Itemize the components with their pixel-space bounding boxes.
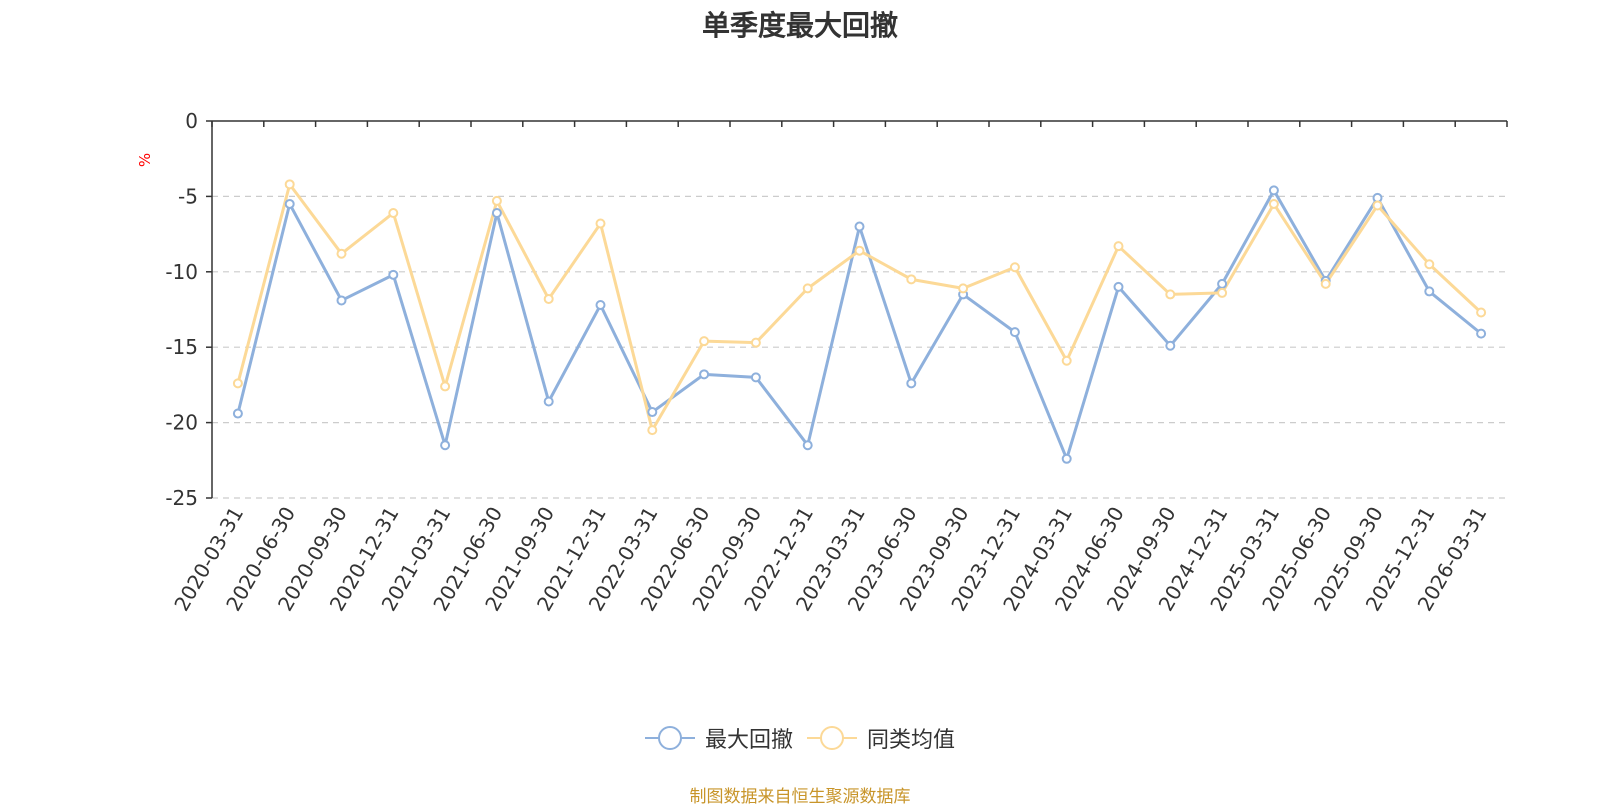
y-tick-label: -25 — [165, 486, 198, 510]
series-1-point — [647, 407, 658, 418]
series-1-point — [284, 198, 295, 209]
series-1-point — [595, 299, 606, 310]
series-2-point — [802, 283, 813, 294]
series-2-point — [1476, 307, 1487, 318]
series-1-point — [1476, 328, 1487, 339]
series-2-point — [595, 218, 606, 229]
series-2-point — [958, 283, 969, 294]
legend-item-2[interactable]: 同类均值 — [807, 722, 955, 754]
series-1-point — [388, 269, 399, 280]
legend-label: 最大回撤 — [704, 728, 793, 753]
series-2-point — [906, 274, 917, 285]
series-2-point — [1268, 198, 1279, 209]
series-2-point — [232, 378, 243, 389]
series-1-point — [336, 295, 347, 306]
series-lines — [232, 179, 1487, 464]
series-2-point — [647, 425, 658, 436]
y-axis-unit-label: % — [136, 153, 154, 167]
series-1-point — [699, 369, 710, 380]
legend-line-marker-icon — [807, 726, 857, 750]
legend-item-1[interactable]: 最大回撤 — [644, 722, 793, 754]
y-tick-label: -20 — [165, 411, 198, 435]
series-2-point — [1424, 259, 1435, 270]
series-2-point — [1113, 241, 1124, 252]
series-1-point — [802, 440, 813, 451]
series-1-point — [1268, 185, 1279, 196]
axes — [206, 120, 1508, 499]
series-1-point — [854, 221, 865, 232]
series-1-point — [1217, 278, 1228, 289]
grid-lines — [212, 195, 1507, 499]
series-line-2 — [236, 182, 1483, 432]
legend-line-marker-icon — [644, 726, 695, 750]
series-1-point — [750, 372, 761, 383]
series-2-point — [1217, 287, 1228, 298]
series-1-point — [1165, 340, 1176, 351]
series-2-point — [1009, 262, 1020, 273]
series-1-point — [1061, 453, 1072, 464]
series-2-point — [388, 207, 399, 218]
series-1-point — [232, 408, 243, 419]
series-2-point — [750, 337, 761, 348]
series-1-point — [1009, 327, 1020, 338]
series-1-point — [491, 207, 502, 218]
y-tick-label: -15 — [165, 335, 198, 359]
series-2-point — [1061, 355, 1072, 366]
series-1-point — [906, 378, 917, 389]
series-2-point — [336, 248, 347, 259]
series-1-point — [1424, 286, 1435, 297]
series-2-point — [284, 179, 295, 190]
series-1-point — [440, 440, 451, 451]
series-2-point — [543, 293, 554, 304]
series-2-point — [440, 381, 451, 392]
legend: 最大回撤 同类均值 — [0, 722, 1600, 754]
y-tick-label: -10 — [165, 260, 198, 284]
series-2-point — [699, 336, 710, 347]
series-2-point — [491, 195, 502, 206]
series-2-point — [1372, 200, 1383, 211]
series-2-point — [1320, 278, 1331, 289]
series-1-point — [1113, 281, 1124, 292]
series-2-point — [854, 245, 865, 256]
chart-title: 单季度最大回撤 — [701, 9, 898, 42]
y-tick-label: 0 — [185, 109, 198, 133]
y-tick-label: -5 — [178, 184, 198, 208]
source-note: 制图数据来自恒生聚源数据库 — [689, 787, 911, 807]
series-1-point — [543, 396, 554, 407]
series-2-point — [1165, 289, 1176, 300]
legend-label: 同类均值 — [867, 728, 956, 753]
